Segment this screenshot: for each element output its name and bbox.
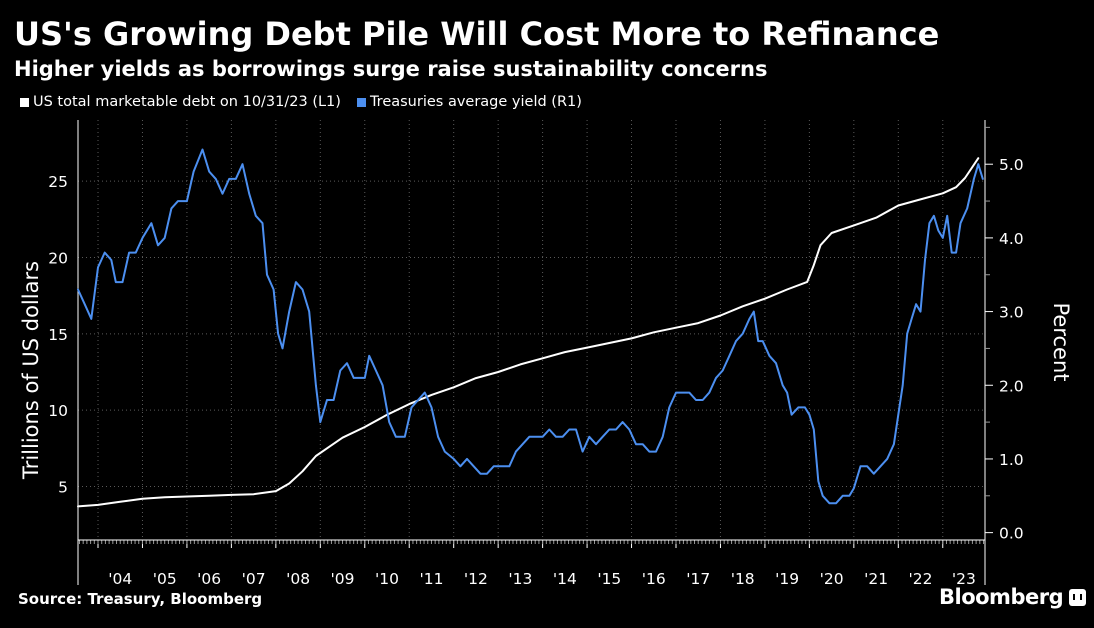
y-left-tick-label: 20 <box>48 249 68 267</box>
x-tick-label: '15 <box>597 570 621 588</box>
x-tick-label: '22 <box>909 570 933 588</box>
x-tick-label: '23 <box>952 570 976 588</box>
x-tick-label: '20 <box>820 570 844 588</box>
x-tick-label: '13 <box>508 570 532 588</box>
series-line-yield <box>77 148 984 505</box>
x-tick-label: '10 <box>375 570 399 588</box>
x-tick-label: '19 <box>775 570 799 588</box>
y-right-tick-label: 2.0 <box>999 377 1024 395</box>
x-tick-label: '05 <box>153 570 177 588</box>
chart-legend: US total marketable debt on 10/31/23 (L1… <box>20 93 598 111</box>
y-left-tick-label: 10 <box>48 402 68 420</box>
chart-subtitle: Higher yields as borrowings surge raise … <box>14 57 768 81</box>
legend-item-debt: US total marketable debt on 10/31/23 (L1… <box>20 93 341 111</box>
x-tick-label: '04 <box>108 570 132 588</box>
x-tick-label: '17 <box>686 570 710 588</box>
x-tick-label: '06 <box>197 570 221 588</box>
legend-label-yield: Treasuries average yield (R1) <box>369 94 582 110</box>
y-left-tick-label: 5 <box>58 479 68 497</box>
brand-name: Bloomberg <box>939 585 1064 609</box>
x-tick-label: '18 <box>731 570 755 588</box>
legend-item-yield: Treasuries average yield (R1) <box>356 93 582 111</box>
x-tick-label: '07 <box>242 570 266 588</box>
y-right-tick-label: 3.0 <box>999 304 1024 322</box>
axis-layer <box>77 120 993 585</box>
legend-swatch-debt <box>20 97 29 107</box>
y-left-axis-title: Trillions of US dollars <box>19 261 43 480</box>
x-tick-label: '12 <box>464 570 488 588</box>
chart-title: US's Growing Debt Pile Will Cost More to… <box>14 15 940 53</box>
y-left-tick-label: 15 <box>48 326 68 344</box>
source-note: Source: Treasury, Bloomberg <box>18 590 263 608</box>
x-tick-label: '09 <box>331 570 355 588</box>
y-right-tick-label: 1.0 <box>999 451 1024 469</box>
series-line-debt <box>77 157 980 508</box>
x-tick-label: '14 <box>553 570 577 588</box>
brand-logo: Bloomberg <box>939 583 1087 611</box>
x-tick-label: '11 <box>419 570 443 588</box>
x-tick-label: '21 <box>864 570 888 588</box>
series-layer <box>77 148 984 508</box>
legend-swatch-yield <box>356 97 366 107</box>
y-left-tick-label: 25 <box>48 173 68 191</box>
y-right-tick-label: 4.0 <box>999 230 1024 248</box>
bloomberg-chat-icon <box>1069 588 1087 606</box>
y-right-tick-label: 0.0 <box>999 525 1024 543</box>
x-tick-label: '08 <box>286 570 310 588</box>
y-right-axis-title: Percent <box>1049 302 1073 381</box>
y-right-tick-label: 5.0 <box>999 156 1024 174</box>
grid-layer <box>78 120 985 540</box>
label-layer: 5 10 15 20 25 '04 '05 '06 '07 '08 '09 '10 '11 '12 '13 '… <box>19 156 1073 588</box>
x-tick-label: '16 <box>642 570 666 588</box>
legend-label-debt: US total marketable debt on 10/31/23 (L1… <box>33 94 341 110</box>
